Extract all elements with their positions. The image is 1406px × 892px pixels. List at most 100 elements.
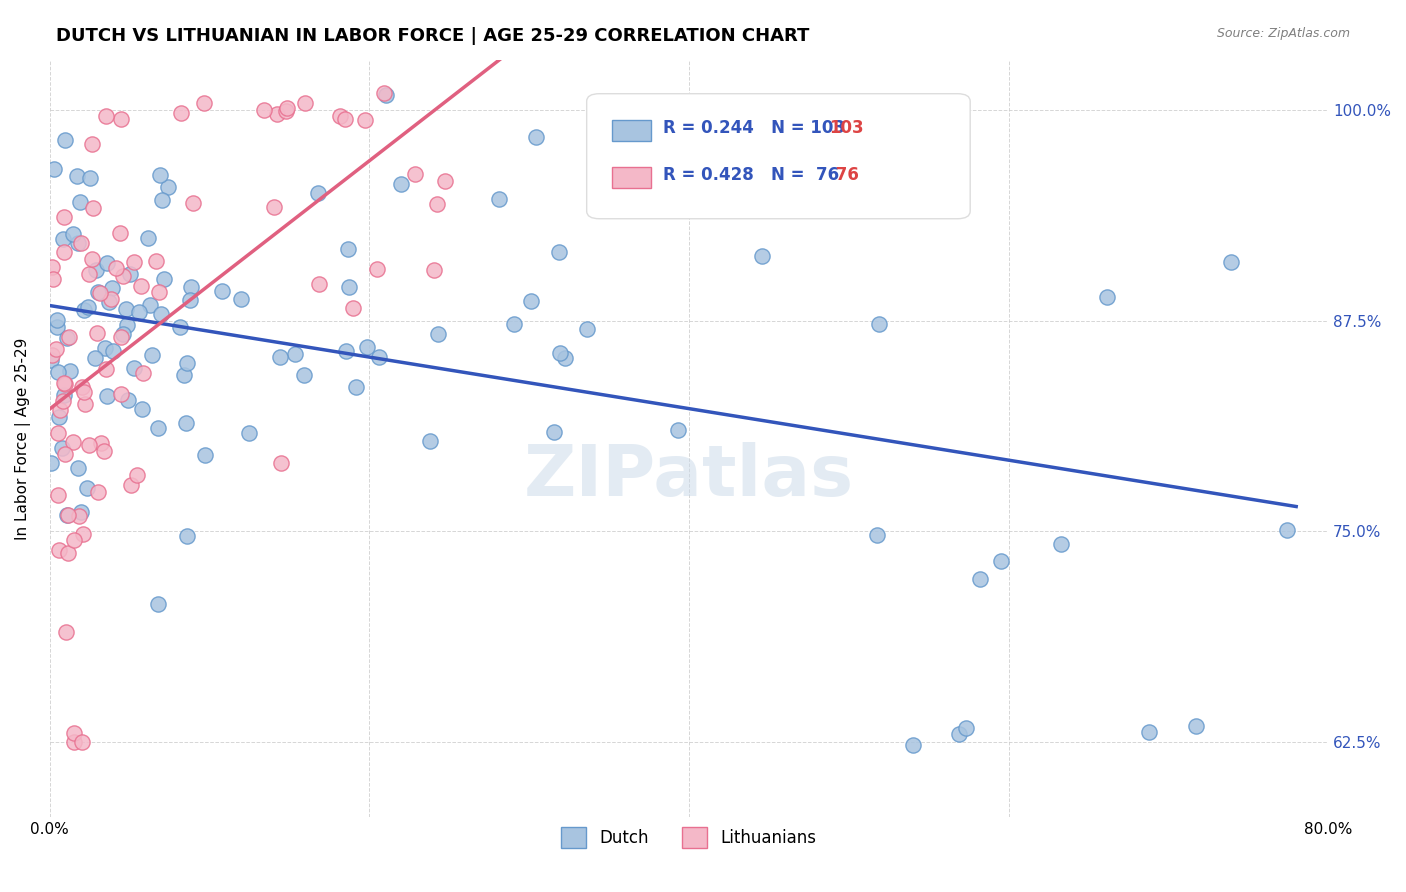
Lithuanians <box>252 103 274 117</box>
Dutch <box>524 129 547 144</box>
Dutch <box>284 347 307 361</box>
Dutch <box>46 365 69 379</box>
Dutch <box>122 361 145 376</box>
Lithuanians <box>342 301 364 315</box>
Lithuanians <box>94 110 117 124</box>
Dutch <box>292 368 315 383</box>
Lithuanians <box>80 252 103 266</box>
Dutch <box>337 279 360 293</box>
Lithuanians <box>82 136 104 151</box>
Lithuanians <box>263 200 285 214</box>
Lithuanians <box>105 261 128 276</box>
Dutch <box>367 351 389 365</box>
Dutch <box>548 244 571 259</box>
Dutch <box>211 285 233 299</box>
Dutch <box>176 356 198 370</box>
Dutch <box>128 305 150 319</box>
Lithuanians <box>72 526 94 541</box>
Dutch <box>389 177 412 191</box>
Lithuanians <box>111 269 134 284</box>
Dutch <box>66 169 89 184</box>
Lithuanians <box>53 376 76 391</box>
Dutch <box>543 425 565 439</box>
Dutch <box>751 249 773 263</box>
Dutch <box>79 171 101 186</box>
Dutch <box>97 295 120 310</box>
Dutch <box>335 343 357 358</box>
Lithuanians <box>366 261 388 276</box>
Lithuanians <box>132 367 155 381</box>
Dutch <box>52 232 75 246</box>
Lithuanians <box>56 508 79 523</box>
Dutch <box>901 738 924 752</box>
Text: Source: ZipAtlas.com: Source: ZipAtlas.com <box>1216 27 1350 40</box>
Dutch <box>131 401 153 416</box>
Dutch <box>86 263 108 277</box>
Dutch <box>375 88 398 103</box>
Dutch <box>307 186 329 200</box>
Dutch <box>488 192 510 206</box>
Dutch <box>179 293 201 308</box>
Lithuanians <box>86 484 108 499</box>
Dutch <box>96 389 118 403</box>
Bar <box>612 167 651 188</box>
Lithuanians <box>53 376 76 390</box>
Lithuanians <box>70 734 93 748</box>
Dutch <box>73 303 96 318</box>
Dutch <box>866 528 889 542</box>
Dutch <box>1275 523 1298 537</box>
Legend: Dutch, Lithuanians: Dutch, Lithuanians <box>554 821 824 855</box>
Dutch <box>229 292 252 306</box>
Dutch <box>194 448 217 462</box>
Dutch <box>114 301 136 316</box>
Dutch <box>169 319 191 334</box>
Lithuanians <box>422 263 444 277</box>
Dutch <box>344 379 367 393</box>
Dutch <box>1097 290 1119 304</box>
Lithuanians <box>329 109 352 123</box>
Lithuanians <box>72 380 94 394</box>
Lithuanians <box>52 394 75 409</box>
Lithuanians <box>41 260 63 274</box>
Lithuanians <box>62 435 84 450</box>
Dutch <box>118 267 141 281</box>
Lithuanians <box>79 438 101 452</box>
Lithuanians <box>53 447 76 461</box>
Dutch <box>141 348 163 362</box>
Dutch <box>1219 254 1241 268</box>
Dutch <box>148 421 170 435</box>
Lithuanians <box>266 107 288 121</box>
Lithuanians <box>56 546 79 560</box>
Lithuanians <box>129 279 152 293</box>
Lithuanians <box>426 197 449 211</box>
Dutch <box>53 133 76 147</box>
Dutch <box>76 481 98 495</box>
Lithuanians <box>73 385 96 400</box>
Lithuanians <box>70 236 93 251</box>
Dutch <box>419 434 441 448</box>
Text: DUTCH VS LITHUANIAN IN LABOR FORCE | AGE 25-29 CORRELATION CHART: DUTCH VS LITHUANIAN IN LABOR FORCE | AGE… <box>56 27 810 45</box>
Dutch <box>149 169 172 183</box>
Text: 103: 103 <box>830 119 865 136</box>
Text: ZIPatlas: ZIPatlas <box>524 442 853 511</box>
Dutch <box>176 529 198 543</box>
Lithuanians <box>53 245 76 260</box>
Lithuanians <box>110 226 132 240</box>
Dutch <box>56 508 79 522</box>
Lithuanians <box>373 87 395 101</box>
Dutch <box>1185 719 1208 733</box>
Dutch <box>675 126 697 140</box>
Dutch <box>1050 536 1073 550</box>
Dutch <box>356 341 378 355</box>
Dutch <box>238 425 260 440</box>
Lithuanians <box>353 113 375 128</box>
Lithuanians <box>62 726 84 740</box>
Lithuanians <box>63 533 86 548</box>
Text: 76: 76 <box>830 166 859 184</box>
Dutch <box>62 227 84 241</box>
Dutch <box>180 279 202 293</box>
Text: R = 0.428   N =  76: R = 0.428 N = 76 <box>664 166 839 184</box>
Dutch <box>51 442 73 456</box>
Lithuanians <box>62 734 84 748</box>
Lithuanians <box>46 425 69 440</box>
